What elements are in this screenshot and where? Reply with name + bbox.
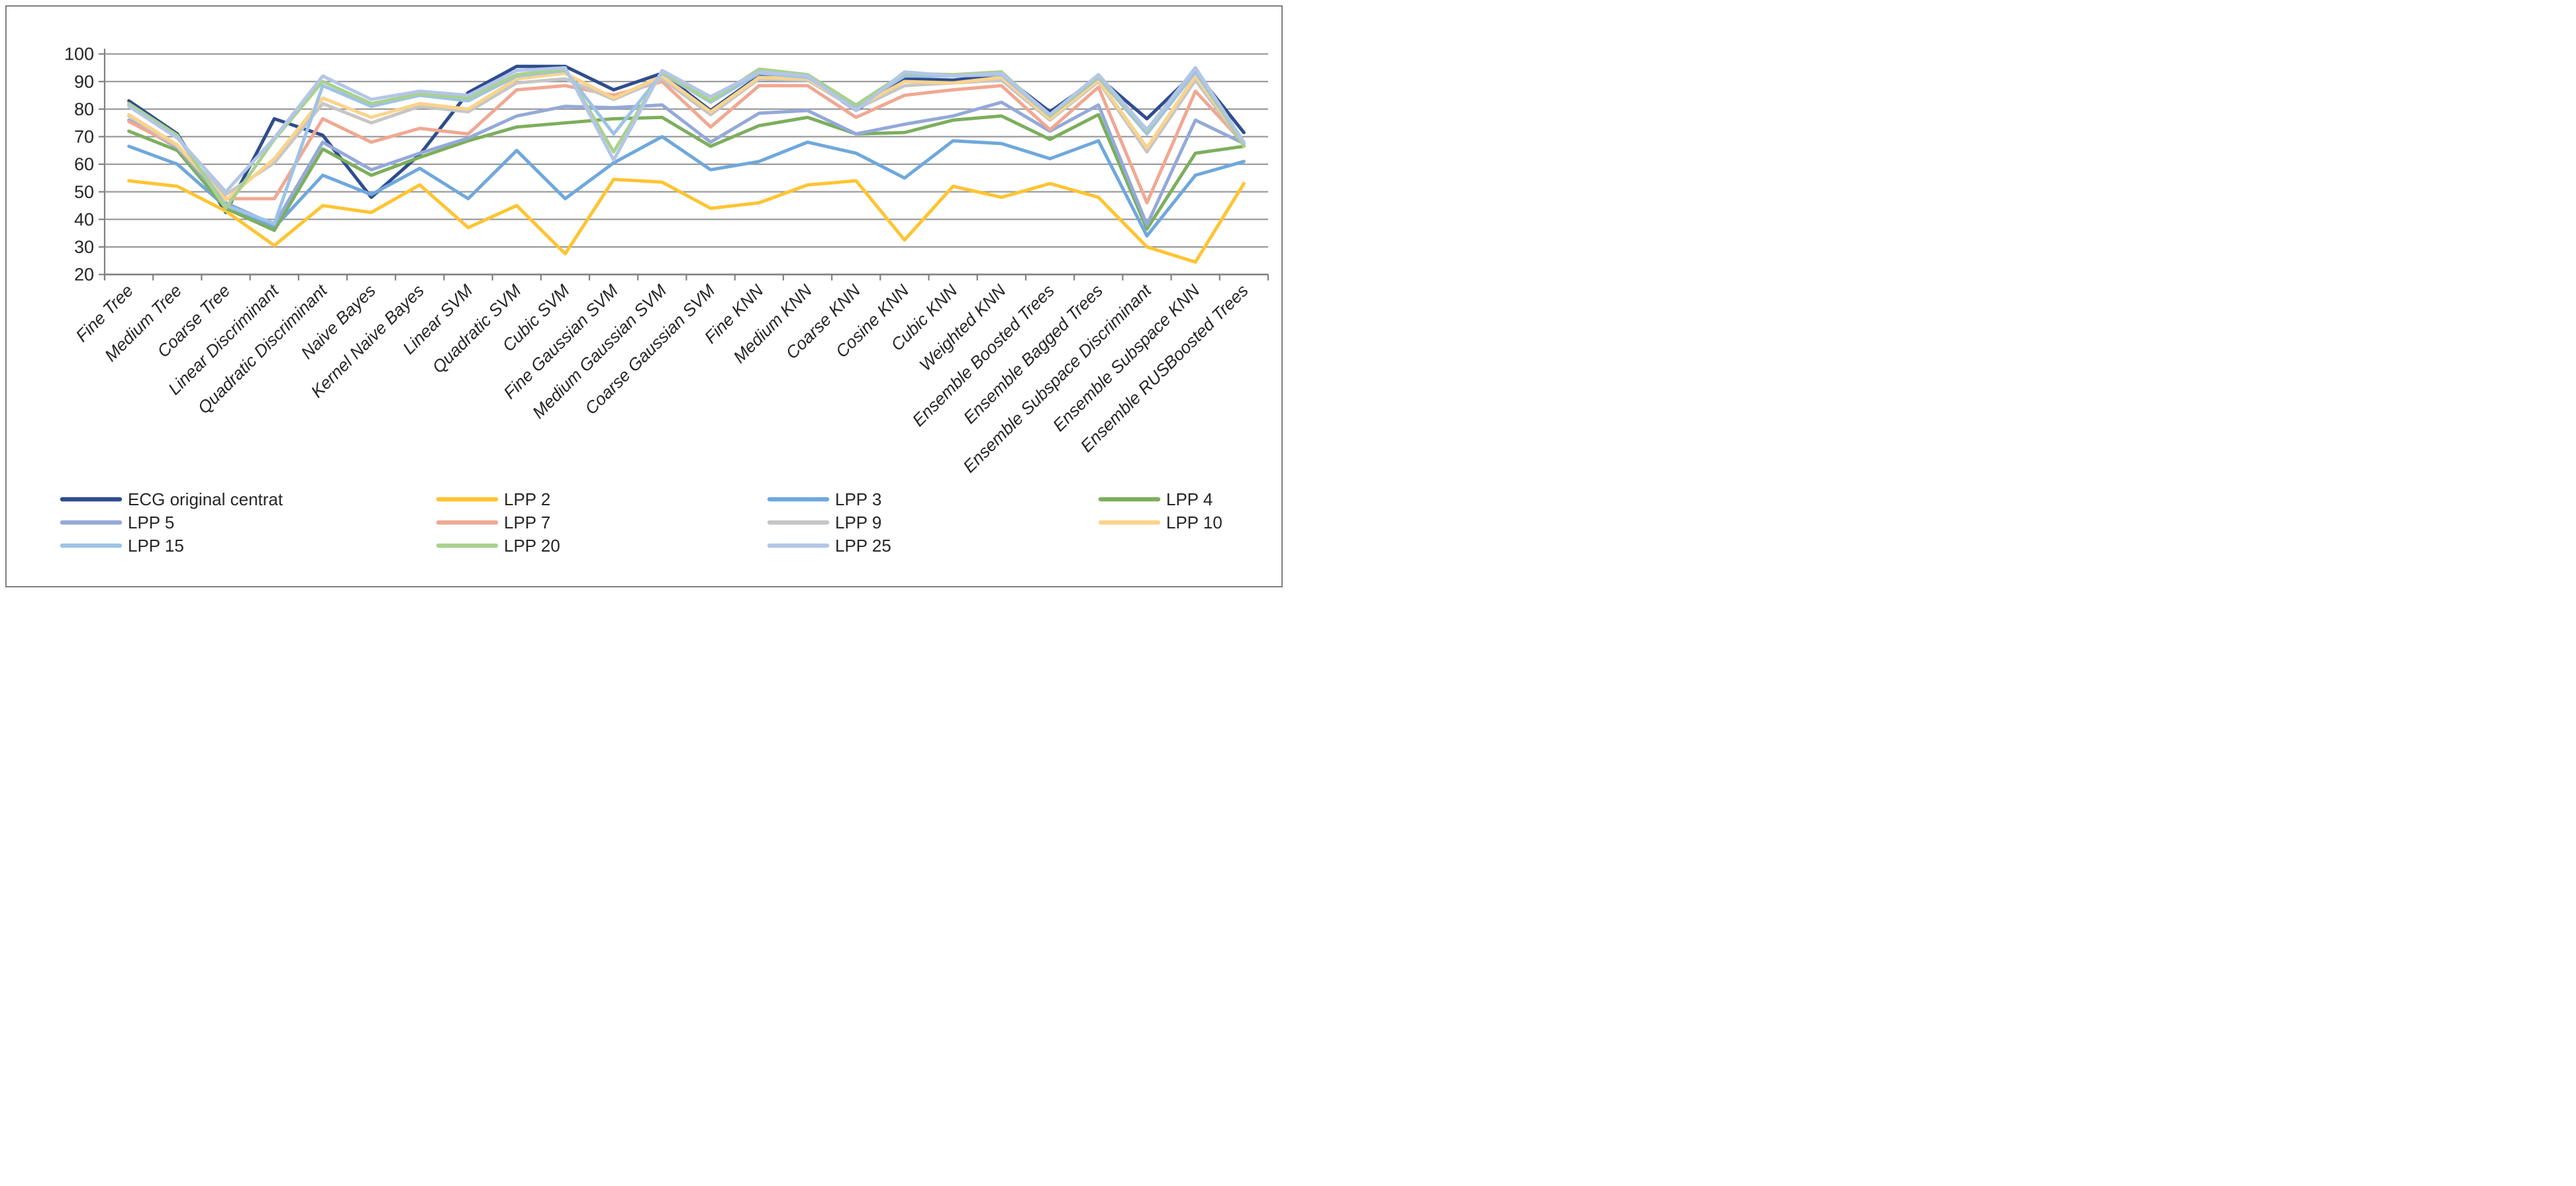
y-tick-label: 60: [74, 154, 94, 174]
legend-label: LPP 2: [504, 489, 550, 509]
series-line-lpp-4: [127, 113, 1246, 232]
legend-label: LPP 15: [128, 536, 184, 556]
legend-label: LPP 3: [835, 489, 881, 509]
y-tick-label: 70: [74, 127, 94, 147]
series-line-lpp-25: [127, 66, 1246, 194]
series-line-lpp-3: [127, 134, 1246, 238]
y-tick-label: 20: [74, 265, 94, 285]
legend-label: LPP 7: [504, 513, 550, 532]
y-tick-label: 50: [74, 182, 94, 202]
y-tick-label: 40: [74, 209, 94, 229]
legend-label: LPP 20: [504, 536, 560, 556]
y-tick-label: 90: [74, 72, 94, 91]
y-tick-label: 100: [64, 44, 94, 64]
legend-label: ECG original centrat: [128, 489, 283, 509]
legend-label: LPP 10: [1166, 513, 1222, 532]
y-tick-label: 30: [74, 237, 94, 257]
series-line-lpp-5: [127, 100, 1246, 227]
legend-label: LPP 4: [1166, 489, 1213, 509]
legend-label: LPP 25: [835, 536, 891, 556]
series-line-lpp-7: [127, 79, 1246, 205]
chart-figure: 20 30 40 50 60 70 80 90 100 Fine Tree Medium Tree C…: [0, 0, 1288, 593]
legend-label: LPP 5: [128, 513, 174, 532]
series-line-lpp-2: [127, 177, 1246, 264]
legend-label: LPP 9: [835, 513, 881, 532]
y-tick-label: 80: [74, 99, 94, 119]
